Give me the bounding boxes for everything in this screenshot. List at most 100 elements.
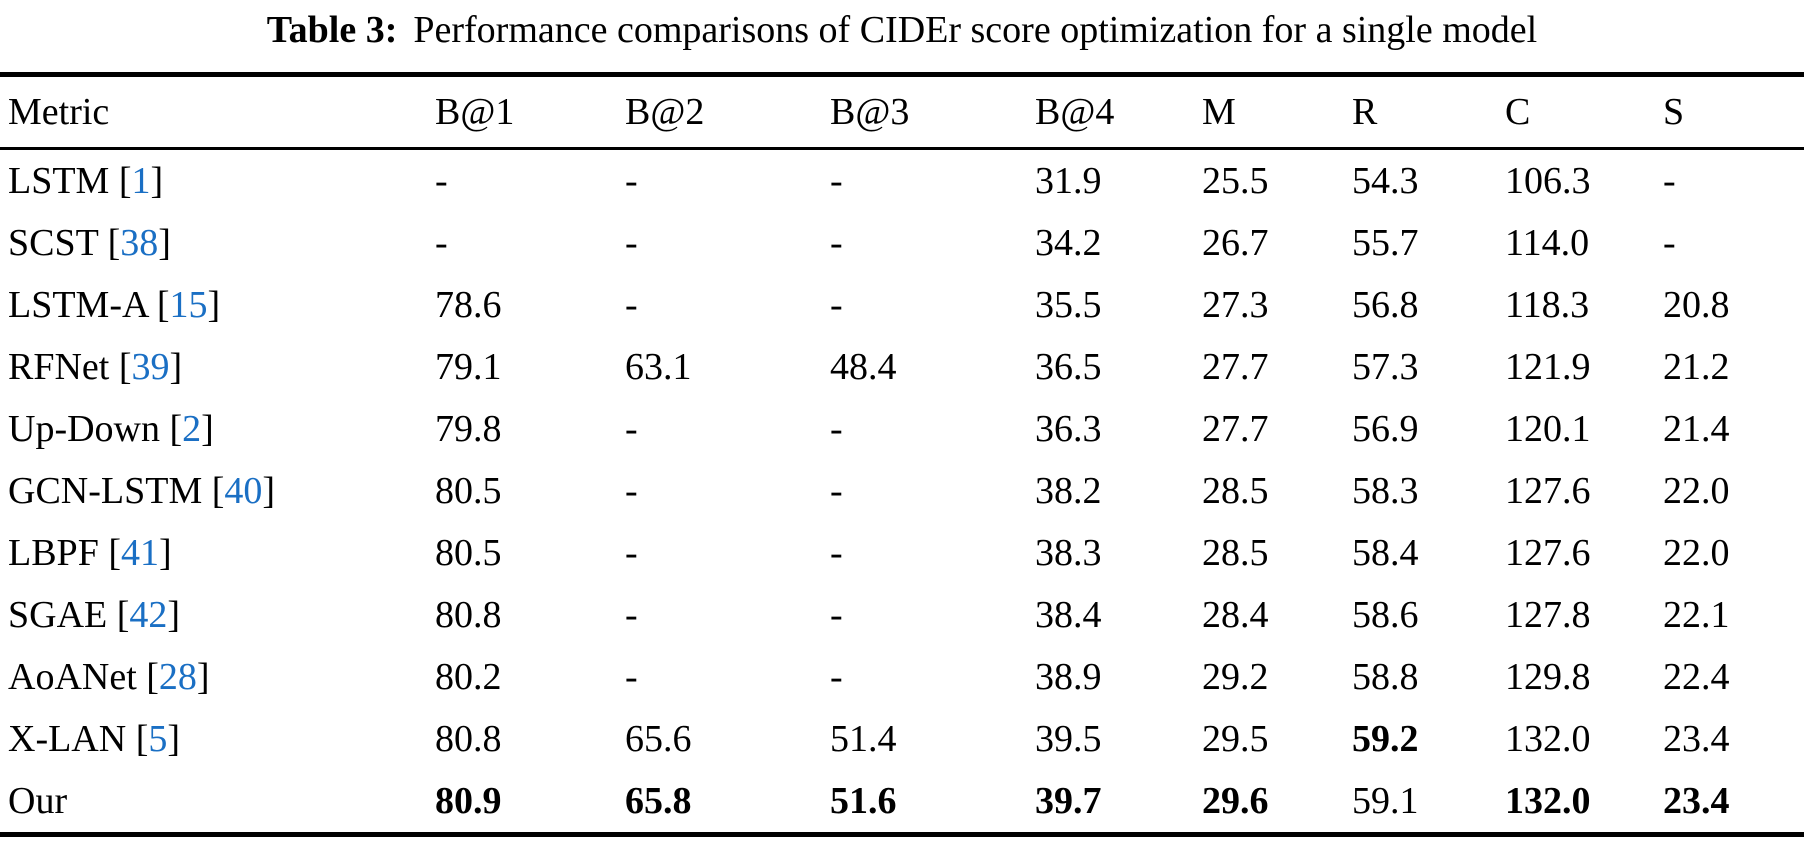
metric-value: 80.8	[435, 718, 502, 760]
citation-link[interactable]: 42	[129, 594, 168, 636]
metric-value: 21.4	[1663, 408, 1730, 450]
metric-value: -	[830, 222, 843, 264]
metric-value: 54.3	[1352, 160, 1419, 202]
method-name: Our	[8, 780, 68, 822]
column-header-m: M	[1202, 91, 1236, 133]
method-cell: Our	[0, 770, 435, 835]
table-row: Up-Down [2] 79.8 - - 36.3 27.7 56.9 120.1 21.4	[0, 398, 1804, 460]
citation-link[interactable]: 5	[148, 718, 168, 760]
metric-value: 34.2	[1035, 222, 1102, 264]
metric-value: 55.7	[1352, 222, 1419, 264]
metric-value: 127.6	[1505, 532, 1591, 574]
metric-value: 118.3	[1505, 284, 1590, 326]
metric-value: 22.4	[1663, 656, 1730, 698]
table-row: RFNet [39] 79.1 63.1 48.4 36.5 27.7 57.3 121.9 2…	[0, 336, 1804, 398]
table-row: LBPF [41] 80.5 - - 38.3 28.5 58.4 127.6 22.0	[0, 522, 1804, 584]
metric-value: 48.4	[830, 346, 897, 388]
method-name: SGAE	[8, 594, 108, 636]
metric-value: 57.3	[1352, 346, 1419, 388]
method-name: RFNet	[8, 346, 110, 388]
metric-value: 56.9	[1352, 408, 1419, 450]
table-row: LSTM [1] - - - 31.9 25.5 54.3 106.3 -	[0, 149, 1804, 213]
table-caption: Table 3: Performance comparisons of CIDEr…	[0, 0, 1804, 59]
metric-value: 28.5	[1202, 532, 1269, 574]
metric-value: 23.4	[1663, 718, 1730, 760]
metric-value: 29.6	[1202, 780, 1269, 822]
citation-link[interactable]: 39	[131, 346, 170, 388]
citation-link[interactable]: 28	[158, 656, 197, 698]
metric-value: -	[830, 408, 843, 450]
method-name: Up-Down	[8, 408, 160, 450]
method-cell: LSTM [1]	[8, 160, 164, 202]
metric-value: -	[625, 408, 638, 450]
metric-value: -	[625, 656, 638, 698]
table-caption-text: Performance comparisons of CIDEr score o…	[413, 9, 1538, 51]
metric-value: 58.3	[1352, 470, 1419, 512]
metric-value: -	[625, 222, 638, 264]
metric-value: 127.8	[1505, 594, 1591, 636]
citation-link[interactable]: 40	[224, 470, 263, 512]
metric-value: 38.4	[1035, 594, 1102, 636]
metric-value: 114.0	[1505, 222, 1590, 264]
metric-value: 38.2	[1035, 470, 1102, 512]
method-name: SCST	[8, 222, 99, 264]
table-row: AoANet [28] 80.2 - - 38.9 29.2 58.8 129.8 22.4	[0, 646, 1804, 708]
method-cell: LBPF [41]	[8, 532, 172, 574]
metric-value: 27.7	[1202, 408, 1269, 450]
metric-value: 39.7	[1035, 780, 1102, 822]
method-cell: LSTM-A [15]	[8, 284, 221, 326]
column-header-s: S	[1663, 91, 1685, 133]
metric-value: 39.5	[1035, 718, 1102, 760]
results-table: Metric B@1 B@2 B@3 B@4 M R C S LSTM [1] - - -31.9 25…	[0, 72, 1804, 837]
method-cell: SCST [38]	[8, 222, 171, 264]
method-cell: Up-Down [2]	[8, 408, 214, 450]
column-header-b1: B@1	[435, 91, 515, 133]
metric-value: 51.4	[830, 718, 897, 760]
metric-value: 58.6	[1352, 594, 1419, 636]
metric-value: -	[830, 656, 843, 698]
table-header-row: Metric B@1 B@2 B@3 B@4 M R C S	[0, 75, 1804, 149]
metric-value: 79.1	[435, 346, 502, 388]
method-name: X-LAN	[8, 718, 127, 760]
metric-value: 20.8	[1663, 284, 1730, 326]
metric-value: 120.1	[1505, 408, 1591, 450]
metric-value: 35.5	[1035, 284, 1102, 326]
method-name: AoANet	[8, 656, 137, 698]
metric-value: -	[830, 594, 843, 636]
citation-link[interactable]: 2	[182, 408, 202, 450]
table-caption-label: Table 3:	[266, 9, 398, 51]
table-row: X-LAN [5] 80.8 65.6 51.4 39.5 29.5 59.2 132.0 23…	[0, 708, 1804, 770]
citation-link[interactable]: 38	[120, 222, 159, 264]
metric-value: -	[1663, 222, 1676, 264]
metric-value: -	[435, 160, 448, 202]
metric-value: 22.0	[1663, 470, 1730, 512]
metric-value: 132.0	[1505, 718, 1591, 760]
method-name: LSTM-A	[8, 284, 148, 326]
citation-link[interactable]: 41	[120, 532, 159, 574]
metric-value: 127.6	[1505, 470, 1591, 512]
column-header-b3: B@3	[830, 91, 910, 133]
citation-link[interactable]: 1	[131, 160, 151, 202]
citation-link[interactable]: 15	[169, 284, 208, 326]
metric-value: 106.3	[1505, 160, 1591, 202]
metric-value: 27.7	[1202, 346, 1269, 388]
table-row: Our 80.9 65.8 51.6 39.7 29.6 59.1 132.0 23.4	[0, 770, 1804, 835]
metric-value: -	[625, 594, 638, 636]
metric-value: 36.5	[1035, 346, 1102, 388]
table-header: Metric B@1 B@2 B@3 B@4 M R C S	[0, 75, 1804, 149]
metric-value: -	[830, 470, 843, 512]
method-name: LSTM	[8, 160, 110, 202]
column-header-b2: B@2	[625, 91, 705, 133]
metric-value: 29.5	[1202, 718, 1269, 760]
method-name: LBPF	[8, 532, 99, 574]
metric-value: 22.1	[1663, 594, 1730, 636]
column-header-c: C	[1505, 91, 1531, 133]
metric-value: 25.5	[1202, 160, 1269, 202]
metric-value: 38.3	[1035, 532, 1102, 574]
metric-value: 36.3	[1035, 408, 1102, 450]
metric-value: 28.4	[1202, 594, 1269, 636]
metric-value: 121.9	[1505, 346, 1591, 388]
metric-value: -	[625, 532, 638, 574]
column-header-r: R	[1352, 91, 1378, 133]
metric-value: 28.5	[1202, 470, 1269, 512]
